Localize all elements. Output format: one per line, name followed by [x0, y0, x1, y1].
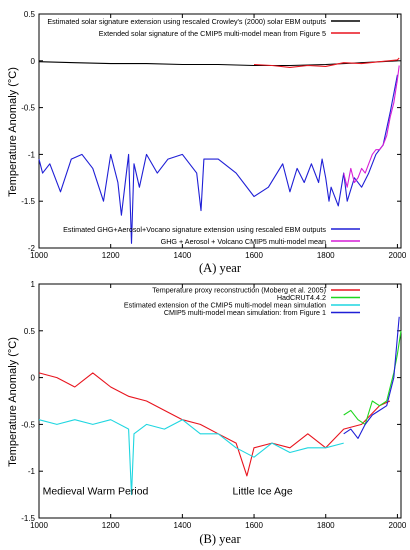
panel-a-xtick-label: 1800: [317, 251, 335, 260]
panel-b-series-1: [343, 330, 402, 425]
panel-b-xtick-label: 2000: [389, 521, 407, 530]
panel-a-xtick-label: 1000: [30, 251, 48, 260]
panel-a-legend-bottom-label: Estimated GHG+Aerosol+Vocano signature e…: [63, 225, 326, 234]
panel-a-plot-area: [38, 13, 402, 249]
panel-b-series-2: [38, 419, 344, 496]
panel-b-xtick-label: 1000: [30, 521, 48, 530]
panel-b-plot-area: [38, 283, 402, 519]
panel-a-caption: (A) year: [199, 261, 242, 275]
panel-a-xtick-label: 2000: [389, 251, 407, 260]
panel-a-series-1: [253, 57, 400, 68]
panel-a-ytick-label: -1.5: [21, 197, 35, 206]
panel-b-ytick-label: -0.5: [21, 420, 35, 429]
panel-a-ytick-label: -2: [28, 244, 36, 253]
panel-b-legend-label: Estimated extension of the CMIP5 multi-m…: [124, 301, 326, 310]
panel-b-ytick-label: 0.5: [24, 327, 36, 336]
panel-b-ytick-label: -1: [28, 467, 36, 476]
panel-b-ytick-label: 1: [31, 280, 36, 289]
panel-b-series-3: [343, 316, 400, 439]
panel-b-ytick-label: -1.5: [21, 514, 35, 523]
panel-b-legend-label: HadCRUT4.4.2: [277, 293, 326, 302]
panel-a-ytick-label: -0.5: [21, 104, 35, 113]
panel-b-annotation: Little Ice Age: [233, 486, 293, 498]
panel-b-xtick-label: 1200: [102, 521, 120, 530]
panel-a-ytick-label: 0: [31, 57, 36, 66]
panel-b-ytick-label: 0: [31, 374, 36, 383]
panel-a-ytick-label: -1: [28, 150, 36, 159]
panel-a-legend-top-label: Extended solar signature of the CMIP5 mu…: [99, 29, 326, 38]
panel-a-xtick-label: 1600: [245, 251, 263, 260]
panel-a-ylabel: Temperature Anomaly (°C): [7, 67, 19, 197]
panel-b-xtick-label: 1800: [317, 521, 335, 530]
panel-b-xtick-label: 1400: [173, 521, 191, 530]
panel-a-legend-bottom-label: GHG + Aerosol + Volcano CMIP5 multi-mode…: [161, 237, 326, 246]
panel-b-xtick-label: 1600: [245, 521, 263, 530]
panel-b-caption: (B) year: [199, 532, 241, 546]
panel-a-xtick-label: 1200: [102, 251, 120, 260]
panel-a-ytick-label: 0.5: [24, 10, 36, 19]
panel-b-annotation: Medieval Warm Period: [43, 486, 149, 498]
panel-a-series-3: [343, 65, 400, 188]
panel-a-xtick-label: 1400: [173, 251, 191, 260]
panel-a-series-2: [38, 74, 398, 244]
panel-b-legend-label: Temperature proxy reconstruction (Moberg…: [152, 286, 326, 295]
panel-a-legend-top-label: Estimated solar signature extension usin…: [47, 17, 326, 26]
panel-b-ylabel: Temperature Anomaly (°C): [7, 337, 19, 467]
panel-b-legend-label: CMIP5 multi-model mean simulation: from …: [164, 308, 326, 317]
panel-b-series-0: [38, 372, 391, 477]
